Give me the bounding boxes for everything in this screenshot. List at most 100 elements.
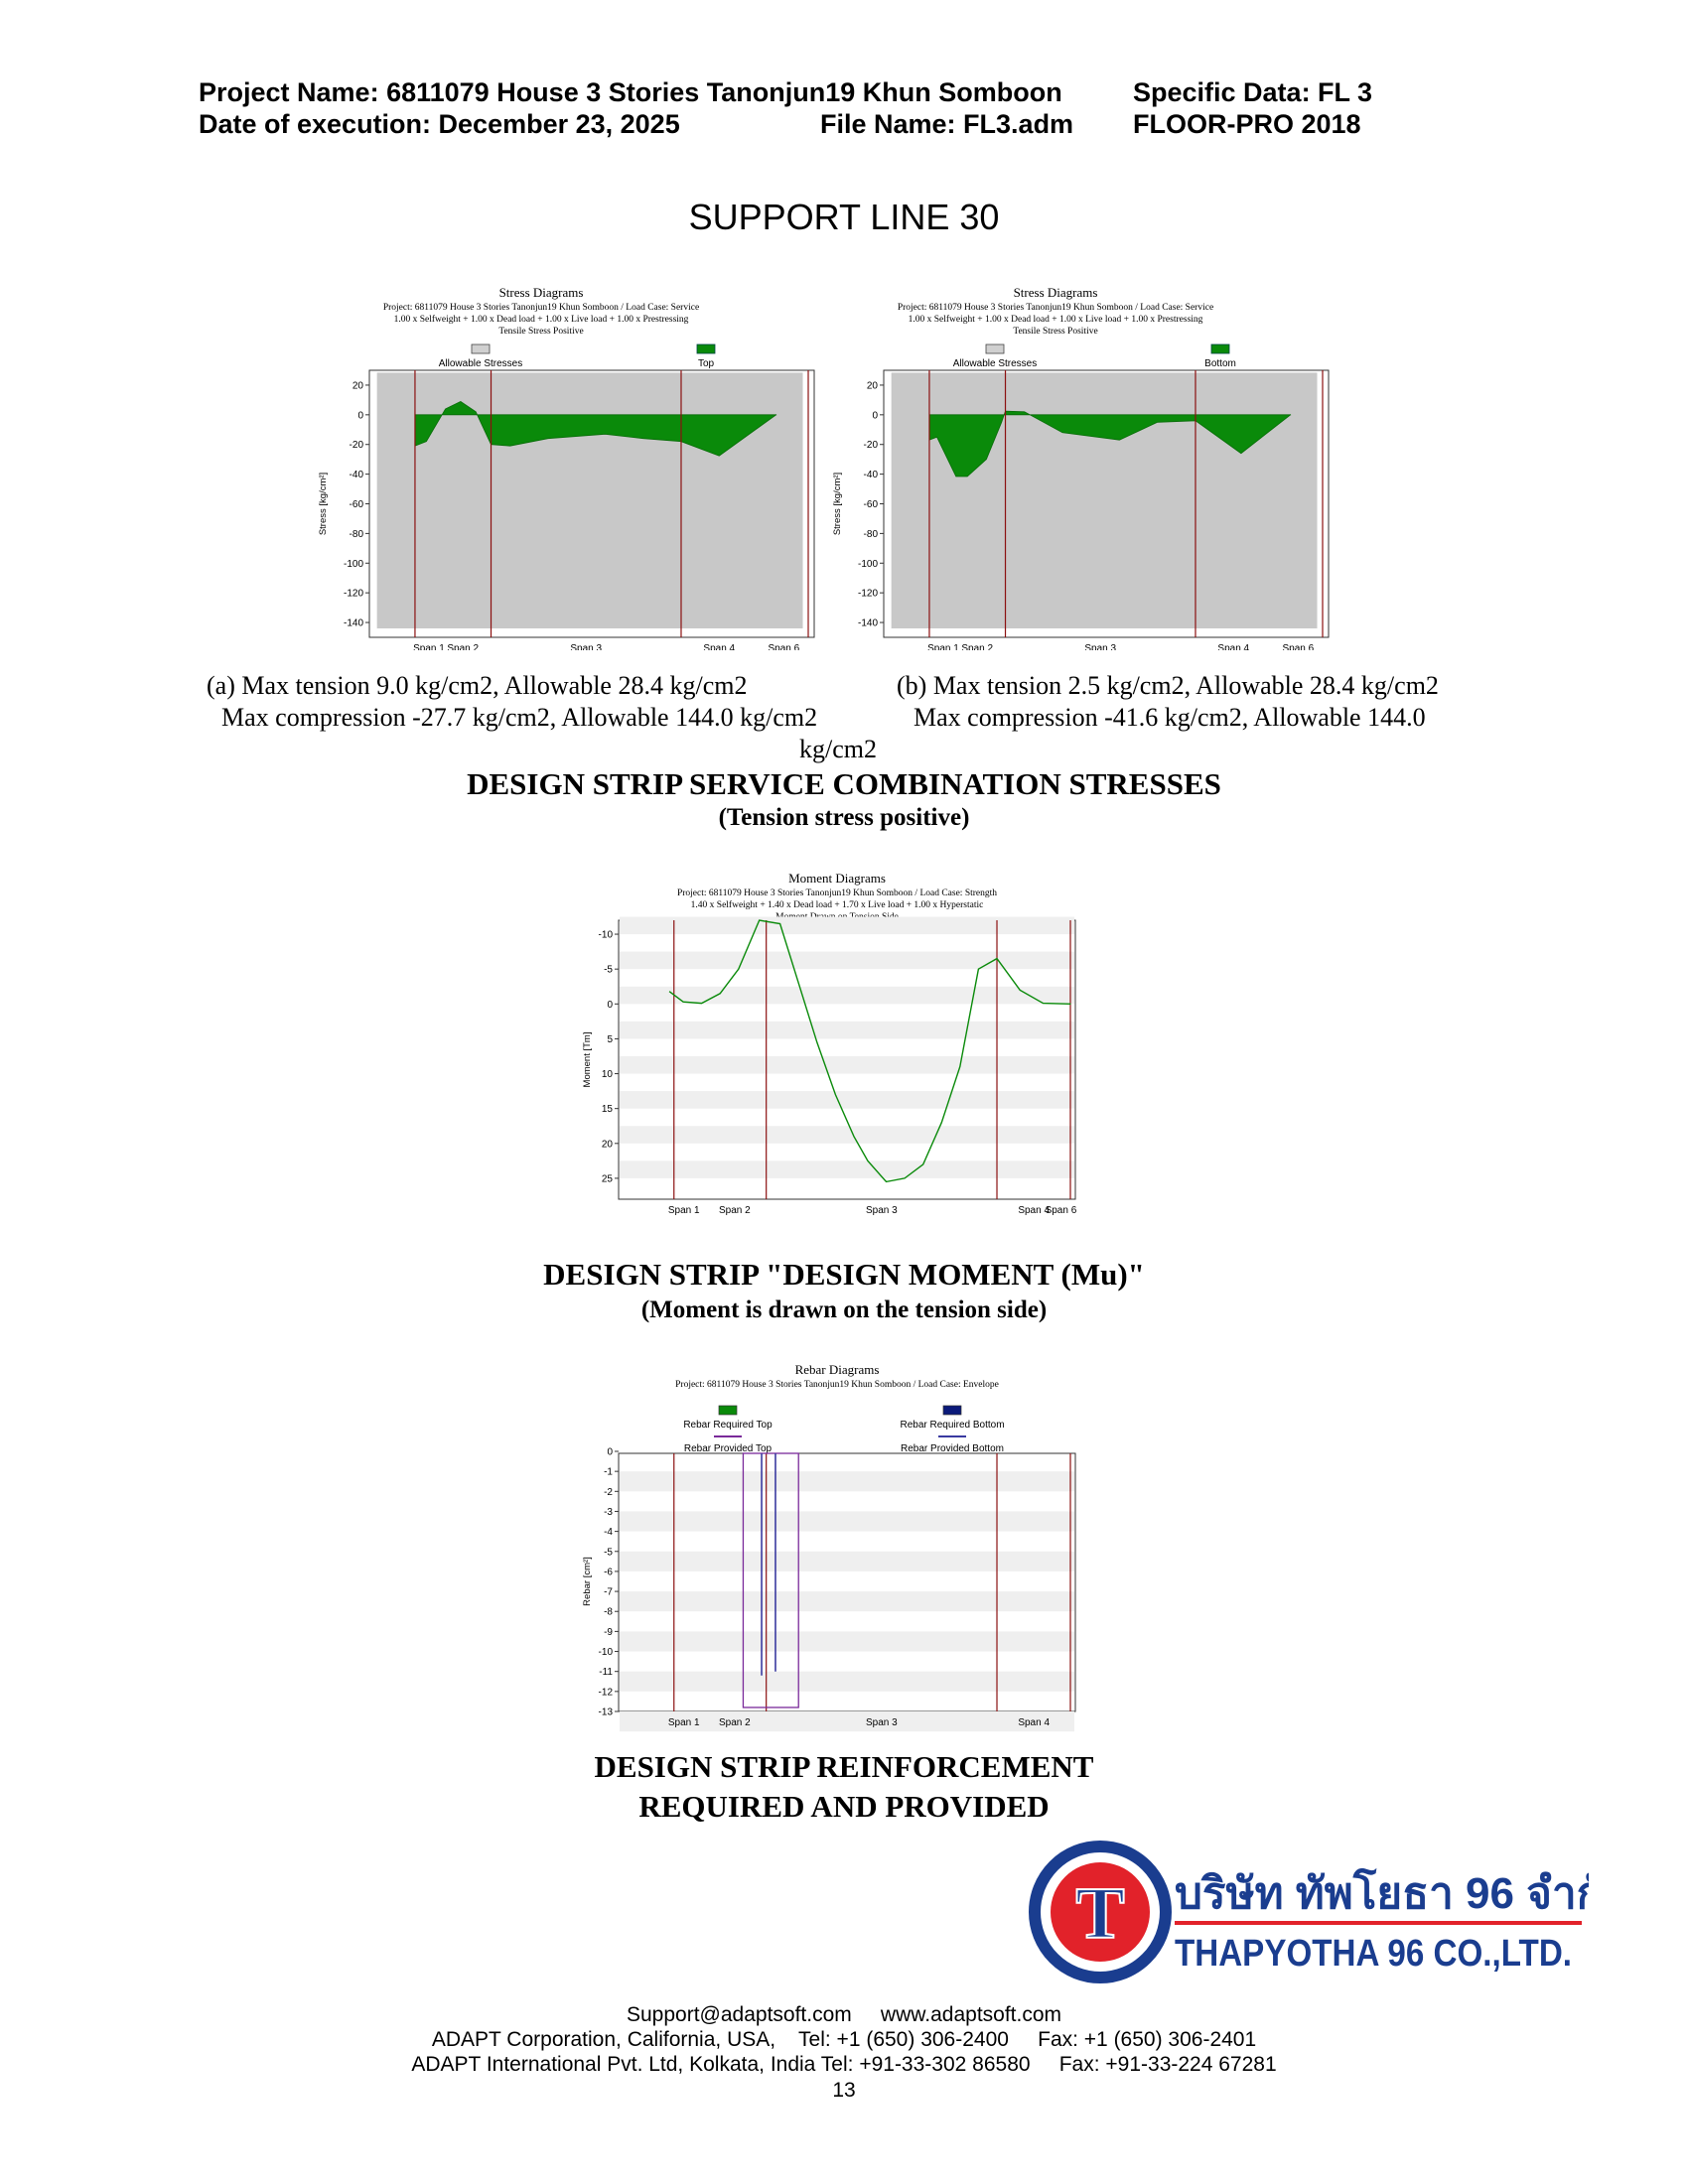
stress-area xyxy=(928,410,1292,478)
y-tick-label: 20 xyxy=(352,380,364,391)
y-tick-label: -80 xyxy=(350,529,364,540)
y-tick-label: -120 xyxy=(858,589,878,600)
span-label: Span 4 xyxy=(1217,643,1249,650)
company-logo: T บริษัท ทัพโยธา 96 จำกัด THAPYOTHA 96 C… xyxy=(1023,1837,1631,1985)
stress-area xyxy=(414,400,777,457)
grid-band xyxy=(620,1711,1074,1732)
allowable-stress-band xyxy=(891,372,1318,629)
stress-section-subheading: (Tension stress positive) xyxy=(718,804,970,831)
y-tick-label: -4 xyxy=(604,1527,613,1538)
y-tick-label: -11 xyxy=(599,1667,613,1678)
span-label: Span 6 xyxy=(1046,1205,1077,1216)
y-tick-label: 15 xyxy=(602,1104,614,1115)
y-tick-label: -140 xyxy=(858,618,878,629)
grid-band xyxy=(620,1471,1074,1492)
date-of-execution: Date of execution: December 23, 2025 xyxy=(199,109,680,139)
y-tick-label: -80 xyxy=(864,529,879,540)
moment-section-subheading: (Moment is drawn on the tension side) xyxy=(640,1297,1048,1323)
legend-label-allowable: Allowable Stresses xyxy=(439,358,522,369)
logo-letter: T xyxy=(1075,1873,1124,1955)
y-axis-label: Stress [kg/cm²] xyxy=(832,473,843,535)
legend-swatch-required-top xyxy=(718,1405,738,1416)
y-tick-label: -40 xyxy=(864,470,879,480)
file-name: File Name: FL3.adm xyxy=(820,109,1074,139)
y-axis-label: Stress [kg/cm²] xyxy=(318,473,329,535)
footer-us-office: ADAPT Corporation, California, USA, Tel:… xyxy=(431,2028,1257,2051)
y-tick-label: 5 xyxy=(607,1034,613,1045)
y-tick-label: -10 xyxy=(599,930,614,941)
y-tick-label: -1 xyxy=(604,1467,613,1478)
grid-band xyxy=(620,1021,1074,1039)
y-tick-label: 20 xyxy=(602,1139,614,1150)
y-tick-label: -140 xyxy=(344,618,363,629)
span-label: Span 3 xyxy=(570,643,602,650)
logo-underline xyxy=(1175,1921,1582,1925)
y-tick-label: -5 xyxy=(604,1547,613,1558)
stress-chart-top: Stress Diagrams Project: 6811079 House 3 … xyxy=(318,285,815,650)
y-tick-label: -60 xyxy=(864,499,879,510)
y-tick-label: 0 xyxy=(607,1000,613,1011)
y-tick-label: -20 xyxy=(864,440,879,451)
caption-b-line2: Max compression -41.6 kg/cm2, Allowable … xyxy=(914,703,1426,732)
chart-subtitle: Project: 6811079 House 3 Stories Tanonju… xyxy=(677,888,997,898)
span-label: Span 4 xyxy=(703,643,735,650)
y-tick-label: 0 xyxy=(357,410,363,421)
span-label: Span 1 xyxy=(668,1205,700,1216)
caption-b-line3: kg/cm2 xyxy=(799,735,877,763)
stress-chart-bottom: Stress Diagrams Project: 6811079 House 3 … xyxy=(832,285,1330,650)
y-tick-label: -40 xyxy=(350,470,364,480)
y-tick-label: -120 xyxy=(344,589,363,600)
span-label: Span 6 xyxy=(769,643,800,650)
chart-subtitle: Tensile Stress Positive xyxy=(498,327,583,337)
rebar-provided-top xyxy=(742,1452,799,1708)
grid-band xyxy=(620,1631,1074,1652)
chart-subtitle: 1.00 x Selfweight + 1.00 x Dead load + 1… xyxy=(909,314,1203,325)
grid-band xyxy=(620,1091,1074,1109)
software-name: FLOOR-PRO 2018 xyxy=(1133,109,1361,139)
legend-swatch-series xyxy=(1210,343,1230,354)
y-tick-label: 20 xyxy=(867,380,879,391)
chart-title: Rebar Diagrams xyxy=(795,1362,880,1377)
span-label: Span 1 xyxy=(668,1717,700,1728)
span-label: Span 3 xyxy=(1084,643,1116,650)
y-tick-label: 10 xyxy=(602,1069,614,1080)
span-label: Span 1 xyxy=(413,643,445,650)
page-title: SUPPORT LINE 30 xyxy=(688,197,1000,237)
grid-band xyxy=(620,1511,1074,1532)
footer-contact: Support@adaptsoft.com www.adaptsoft.com xyxy=(626,2003,1062,2026)
span-label: Span 2 xyxy=(719,1717,751,1728)
moment-line xyxy=(668,919,1071,1183)
plot-frame xyxy=(618,1452,1076,1712)
caption-b-line1: (b) Max tension 2.5 kg/cm2, Allowable 28… xyxy=(897,671,1439,700)
y-tick-label: 0 xyxy=(872,410,878,421)
y-tick-label: -100 xyxy=(858,559,878,570)
y-tick-label: -20 xyxy=(350,440,364,451)
y-tick-label: 25 xyxy=(602,1173,614,1184)
span-label: Span 2 xyxy=(447,643,479,650)
legend-swatch-allowable xyxy=(985,343,1005,354)
chart-title: Moment Diagrams xyxy=(788,871,886,886)
y-tick-label: -10 xyxy=(599,1647,614,1658)
span-label: Span 2 xyxy=(961,643,993,650)
grid-band xyxy=(620,1671,1074,1692)
chart-subtitle: Project: 6811079 House 3 Stories Tanonju… xyxy=(383,303,699,313)
grid-band xyxy=(620,986,1074,1005)
chart-subtitle: 1.00 x Selfweight + 1.00 x Dead load + 1… xyxy=(394,314,689,325)
rebar-section-heading-line1: DESIGN STRIP REINFORCEMENT xyxy=(594,1749,1094,1784)
rebar-chart: Rebar Diagrams Project: 6811079 House 3 S… xyxy=(582,1362,1076,1732)
logo-thai-name: บริษัท ทัพโยธา 96 จำกัด xyxy=(1175,1866,1589,1918)
span-label: Span 3 xyxy=(866,1205,898,1216)
span-label: Span 4 xyxy=(1018,1205,1050,1216)
grid-band xyxy=(620,1126,1074,1144)
chart-title: Stress Diagrams xyxy=(1014,285,1098,300)
chart-subtitle: 1.40 x Selfweight + 1.40 x Dead load + 1… xyxy=(691,899,984,910)
y-tick-label: -6 xyxy=(604,1567,613,1577)
grid-band xyxy=(620,916,1074,935)
company-logo-mark: T บริษัท ทัพโยธา 96 จำกัด THAPYOTHA 96 C… xyxy=(1029,1841,1631,1983)
grid-band xyxy=(620,1551,1074,1571)
legend-label-required-top: Rebar Required Top xyxy=(683,1420,773,1431)
legend-label-required-bottom: Rebar Required Bottom xyxy=(900,1420,1004,1431)
legend-label-provided-top: Rebar Provided Top xyxy=(684,1443,773,1454)
rebar-section-heading-line2: REQUIRED AND PROVIDED xyxy=(638,1789,1050,1824)
grid-band xyxy=(620,1055,1074,1074)
